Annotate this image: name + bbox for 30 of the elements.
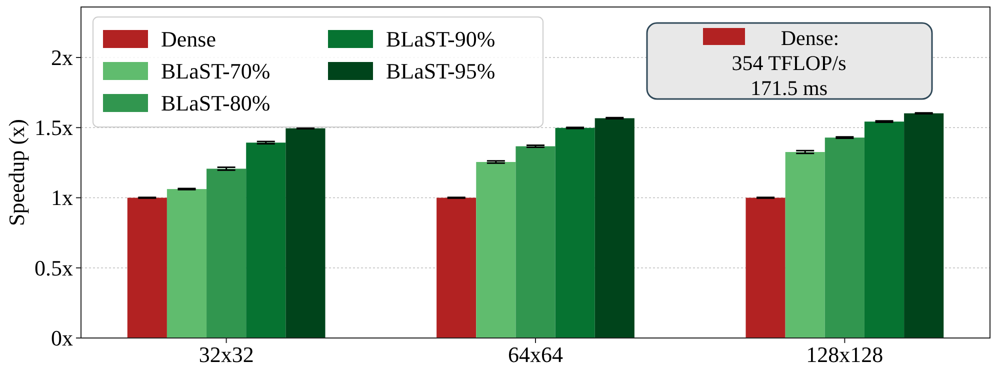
legend-label: BLaST-80% <box>161 90 270 116</box>
x-tick-label: 32x32 <box>198 342 254 367</box>
y-tick-label: 1.5x <box>34 115 73 140</box>
bar <box>436 198 476 338</box>
bar <box>127 198 167 338</box>
bar <box>555 128 595 338</box>
y-tick-label: 0.5x <box>34 255 73 280</box>
bar <box>824 138 864 338</box>
x-tick-label: 64x64 <box>508 342 563 367</box>
bar <box>785 152 825 338</box>
y-tick-label: 0x <box>51 326 73 350</box>
bar <box>166 189 207 338</box>
bar <box>476 162 516 338</box>
y-axis-title: Speedup (x) <box>4 119 29 226</box>
bar <box>246 142 286 338</box>
bar <box>516 146 556 338</box>
bar <box>594 118 634 338</box>
legend-label: BLaST-90% <box>386 26 496 52</box>
legend-label: Dense <box>161 26 216 52</box>
legend-label: BLaST-95% <box>386 58 496 84</box>
x-tick-label: 128x128 <box>806 342 884 367</box>
bar <box>206 168 246 338</box>
bar <box>286 128 326 338</box>
legend-label: BLaST-70% <box>161 58 270 84</box>
bar <box>904 113 944 338</box>
y-tick-label: 1x <box>51 185 73 210</box>
bar <box>864 122 904 338</box>
annotation: Dense: 354 TFLOP/s 171.5 ms <box>732 26 846 100</box>
bar <box>746 198 786 338</box>
y-tick-label: 2x <box>51 44 73 70</box>
